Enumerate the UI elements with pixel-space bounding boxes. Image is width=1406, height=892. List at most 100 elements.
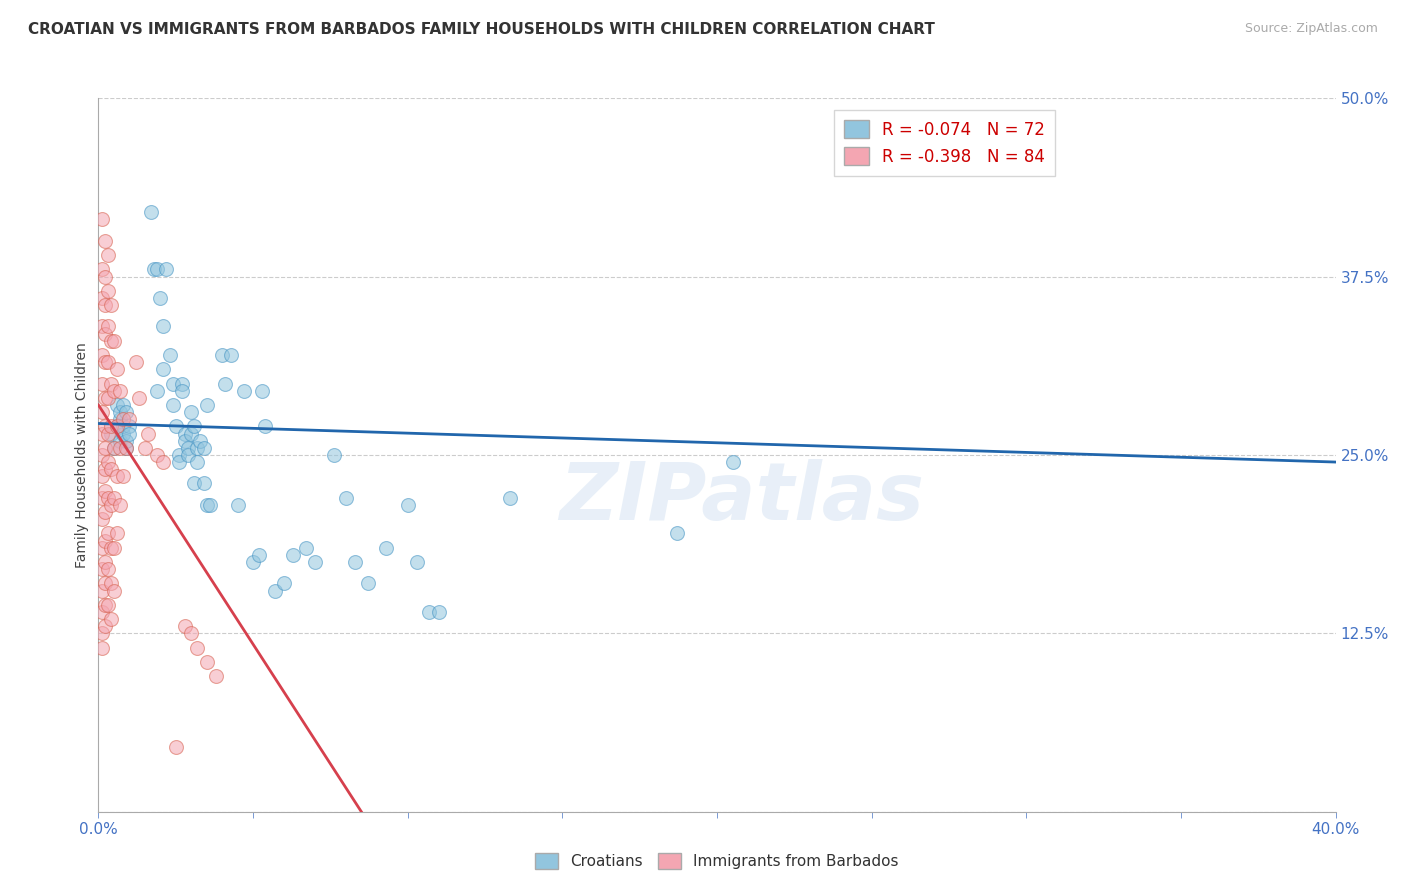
Point — [115, 405, 138, 419]
Point — [128, 391, 150, 405]
Point — [100, 541, 122, 555]
Point — [226, 498, 249, 512]
Point — [105, 526, 128, 541]
Point — [90, 469, 112, 483]
Point — [427, 605, 450, 619]
Point — [146, 384, 169, 398]
Point — [90, 212, 112, 227]
Point — [134, 441, 156, 455]
Point — [152, 362, 174, 376]
Point — [93, 441, 115, 455]
Point — [183, 476, 205, 491]
Point — [93, 598, 115, 612]
Point — [93, 355, 115, 369]
Point — [90, 512, 112, 526]
Point — [143, 262, 166, 277]
Point — [97, 391, 120, 405]
Point — [90, 448, 112, 462]
Point — [214, 376, 236, 391]
Point — [283, 548, 305, 562]
Point — [108, 498, 131, 512]
Point — [100, 576, 122, 591]
Point — [186, 455, 208, 469]
Point — [195, 655, 218, 669]
Point — [90, 562, 112, 576]
Point — [103, 334, 125, 348]
Point — [180, 405, 202, 419]
Point — [232, 384, 254, 398]
Point — [100, 462, 122, 476]
Point — [93, 555, 115, 569]
Point — [198, 498, 221, 512]
Legend: Croatians, Immigrants from Barbados: Croatians, Immigrants from Barbados — [529, 847, 905, 875]
Point — [93, 619, 115, 633]
Point — [103, 491, 125, 505]
Point — [93, 326, 115, 341]
Point — [167, 455, 190, 469]
Point — [155, 262, 177, 277]
Point — [97, 248, 120, 262]
Point — [115, 441, 138, 455]
Point — [139, 205, 162, 219]
Point — [108, 412, 131, 426]
Point — [100, 498, 122, 512]
Point — [90, 405, 112, 419]
Point — [162, 398, 184, 412]
Point — [90, 640, 112, 655]
Point — [90, 605, 112, 619]
Point — [112, 412, 135, 426]
Point — [93, 298, 115, 312]
Point — [112, 469, 135, 483]
Point — [136, 426, 159, 441]
Point — [195, 498, 218, 512]
Text: ZIPatlas: ZIPatlas — [560, 458, 924, 537]
Point — [97, 284, 120, 298]
Point — [174, 434, 197, 448]
Point — [322, 448, 344, 462]
Point — [170, 384, 193, 398]
Point — [159, 348, 181, 362]
Point — [118, 419, 141, 434]
Point — [100, 334, 122, 348]
Point — [344, 555, 367, 569]
Point — [149, 291, 172, 305]
Point — [252, 384, 274, 398]
Point — [167, 448, 190, 462]
Point — [105, 469, 128, 483]
Point — [93, 419, 115, 434]
Point — [180, 426, 202, 441]
Point — [665, 526, 688, 541]
Point — [205, 669, 228, 683]
Point — [105, 419, 128, 434]
Point — [190, 434, 212, 448]
Point — [118, 426, 141, 441]
Point — [118, 412, 141, 426]
Point — [103, 441, 125, 455]
Point — [242, 555, 264, 569]
Point — [93, 533, 115, 548]
Point — [100, 426, 122, 441]
Point — [105, 419, 128, 434]
Point — [180, 626, 202, 640]
Point — [418, 605, 440, 619]
Point — [97, 562, 120, 576]
Point — [90, 376, 112, 391]
Point — [93, 269, 115, 284]
Point — [93, 576, 115, 591]
Point — [162, 376, 184, 391]
Point — [93, 391, 115, 405]
Y-axis label: Family Households with Children: Family Households with Children — [76, 342, 90, 568]
Point — [103, 541, 125, 555]
Point — [97, 426, 120, 441]
Point — [177, 448, 200, 462]
Point — [97, 319, 120, 334]
Point — [100, 419, 122, 434]
Point — [90, 626, 112, 640]
Point — [356, 576, 378, 591]
Point — [90, 319, 112, 334]
Point — [100, 298, 122, 312]
Point — [335, 491, 357, 505]
Point — [304, 555, 326, 569]
Point — [90, 291, 112, 305]
Point — [152, 319, 174, 334]
